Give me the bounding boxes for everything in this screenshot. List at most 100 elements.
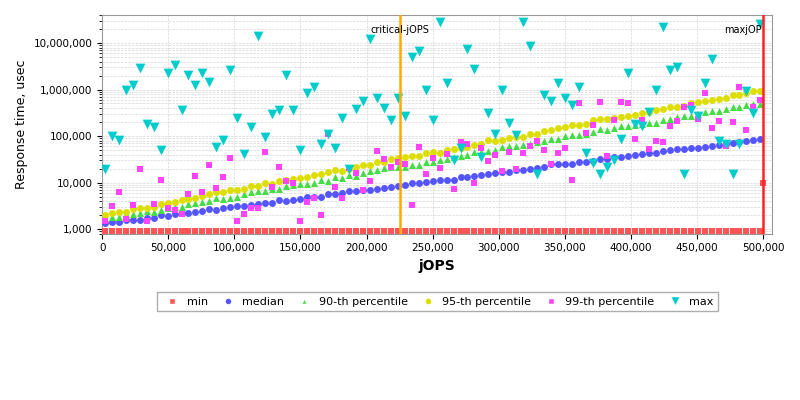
Point xyxy=(580,150,593,156)
Point xyxy=(691,116,704,122)
Point xyxy=(196,198,209,205)
Point xyxy=(280,183,293,190)
Point xyxy=(601,156,614,162)
Point xyxy=(712,108,725,114)
Point xyxy=(566,177,578,183)
Point xyxy=(112,219,125,225)
Point xyxy=(607,125,620,132)
Point xyxy=(433,19,446,26)
Point xyxy=(210,195,222,202)
Point xyxy=(266,186,278,192)
Point xyxy=(670,104,683,110)
Point xyxy=(433,150,446,156)
Point xyxy=(196,193,209,199)
Point xyxy=(363,162,376,169)
Point xyxy=(538,164,550,170)
Point xyxy=(168,211,181,218)
Point xyxy=(558,124,571,130)
Point xyxy=(224,67,237,73)
Point xyxy=(454,174,467,180)
Point xyxy=(350,170,362,177)
Point xyxy=(461,228,474,234)
Point xyxy=(733,84,746,90)
Point xyxy=(726,118,739,125)
Point xyxy=(189,209,202,216)
Point xyxy=(552,161,565,167)
Point xyxy=(594,228,606,234)
Point xyxy=(705,108,718,114)
Point xyxy=(406,228,418,234)
Point xyxy=(656,148,669,154)
Point xyxy=(489,131,502,137)
Point xyxy=(308,228,321,234)
Point xyxy=(357,187,370,193)
Point xyxy=(538,228,550,234)
Point xyxy=(691,113,704,120)
Point xyxy=(370,148,383,154)
Point xyxy=(280,197,293,204)
Point xyxy=(398,154,411,160)
Point xyxy=(538,138,550,144)
Point xyxy=(419,179,432,186)
Point xyxy=(663,228,676,234)
Point xyxy=(614,123,627,130)
Point xyxy=(378,159,390,165)
Point xyxy=(475,228,488,234)
Point xyxy=(210,228,222,234)
Point xyxy=(154,147,167,154)
Point xyxy=(119,208,132,215)
Point xyxy=(412,180,425,186)
Point xyxy=(329,191,342,197)
Point xyxy=(134,65,146,72)
Point xyxy=(468,66,481,72)
Point xyxy=(650,107,662,114)
Point xyxy=(329,174,342,180)
Point xyxy=(147,208,160,215)
Point xyxy=(147,201,160,208)
Point xyxy=(357,170,370,176)
Point xyxy=(635,123,648,129)
Point xyxy=(663,104,676,110)
Point xyxy=(259,228,272,234)
Point xyxy=(175,211,188,217)
Point xyxy=(259,149,272,155)
Point xyxy=(322,130,334,137)
Point xyxy=(712,96,725,103)
Point xyxy=(112,188,125,195)
Point xyxy=(580,158,593,165)
Point xyxy=(245,228,258,234)
Point xyxy=(398,164,411,170)
Point xyxy=(378,184,390,191)
Point xyxy=(322,228,334,234)
Point xyxy=(286,228,299,234)
Point xyxy=(238,228,250,234)
Point xyxy=(314,228,327,234)
Point xyxy=(705,56,718,62)
Point xyxy=(733,92,746,98)
Point xyxy=(406,153,418,159)
Point xyxy=(224,228,237,234)
Point xyxy=(440,228,453,234)
Point xyxy=(489,152,502,158)
Point xyxy=(447,228,460,234)
Point xyxy=(670,64,683,70)
Point xyxy=(322,131,334,137)
Point xyxy=(350,106,362,112)
Point xyxy=(545,228,558,234)
Point xyxy=(286,107,299,113)
Point xyxy=(384,228,397,234)
Point xyxy=(147,203,160,210)
Point xyxy=(217,189,230,196)
Point xyxy=(406,54,418,60)
Point xyxy=(517,142,530,148)
Point xyxy=(524,140,537,147)
Point xyxy=(412,228,425,234)
Point xyxy=(203,162,216,168)
Point xyxy=(112,214,125,220)
Point xyxy=(231,187,244,193)
Point xyxy=(684,107,697,113)
Point xyxy=(286,176,299,182)
Point xyxy=(286,180,299,186)
Point xyxy=(98,220,111,226)
Point xyxy=(461,174,474,180)
